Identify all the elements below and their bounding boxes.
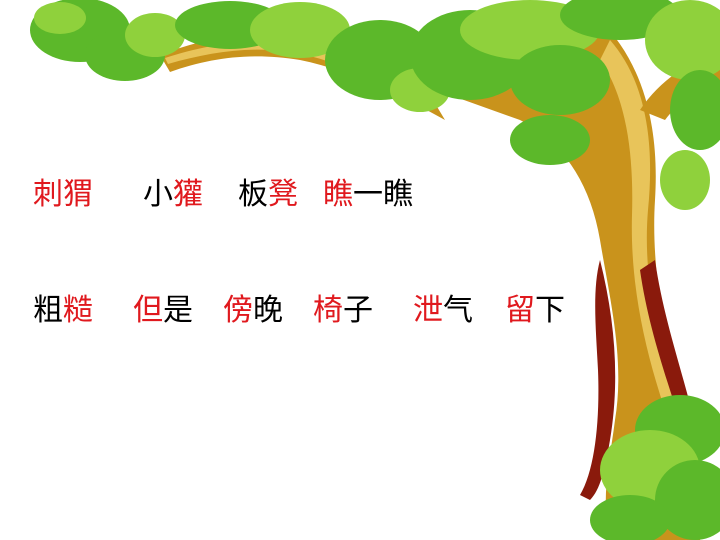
- plain-character: 小: [143, 177, 173, 212]
- vocab-word: 留下: [505, 291, 565, 331]
- tree-branch: [160, 35, 445, 120]
- highlighted-character: 糙: [63, 293, 93, 328]
- vocab-word: 椅子: [313, 291, 373, 331]
- highlighted-character: 留: [505, 293, 535, 328]
- plain-character: 板: [238, 177, 268, 212]
- vocab-word: 泄气: [413, 291, 473, 331]
- plain-character: 气: [443, 293, 473, 328]
- vocab-word: 刺猬: [33, 175, 93, 215]
- tree-trunk-shadow-2: [580, 260, 616, 500]
- highlighted-character: 傍: [223, 293, 253, 328]
- plain-character: 一瞧: [353, 177, 413, 212]
- vocab-word: 瞧一瞧: [323, 175, 413, 215]
- highlighted-character: 瞧: [323, 177, 353, 212]
- highlighted-character: 凳: [268, 177, 298, 212]
- plain-character: 是: [163, 293, 193, 328]
- vocab-word: 板凳: [238, 175, 298, 215]
- vocab-word: 小獾: [143, 175, 203, 215]
- vocab-word: 傍晚: [223, 291, 283, 331]
- tree-trunk-light: [600, 40, 680, 410]
- highlighted-character: 刺猬: [33, 177, 93, 212]
- highlighted-character: 椅: [313, 293, 343, 328]
- highlighted-character: 但: [133, 293, 163, 328]
- plain-character: 晚: [253, 293, 283, 328]
- highlighted-character: 泄: [413, 293, 443, 328]
- plain-character: 子: [343, 293, 373, 328]
- vocab-word: 但是: [133, 291, 193, 331]
- tree-foliage: [30, 0, 720, 540]
- vocab-word: 粗糙: [33, 291, 93, 331]
- plain-character: 下: [535, 293, 565, 328]
- highlighted-character: 獾: [173, 177, 203, 212]
- plain-character: 粗: [33, 293, 63, 328]
